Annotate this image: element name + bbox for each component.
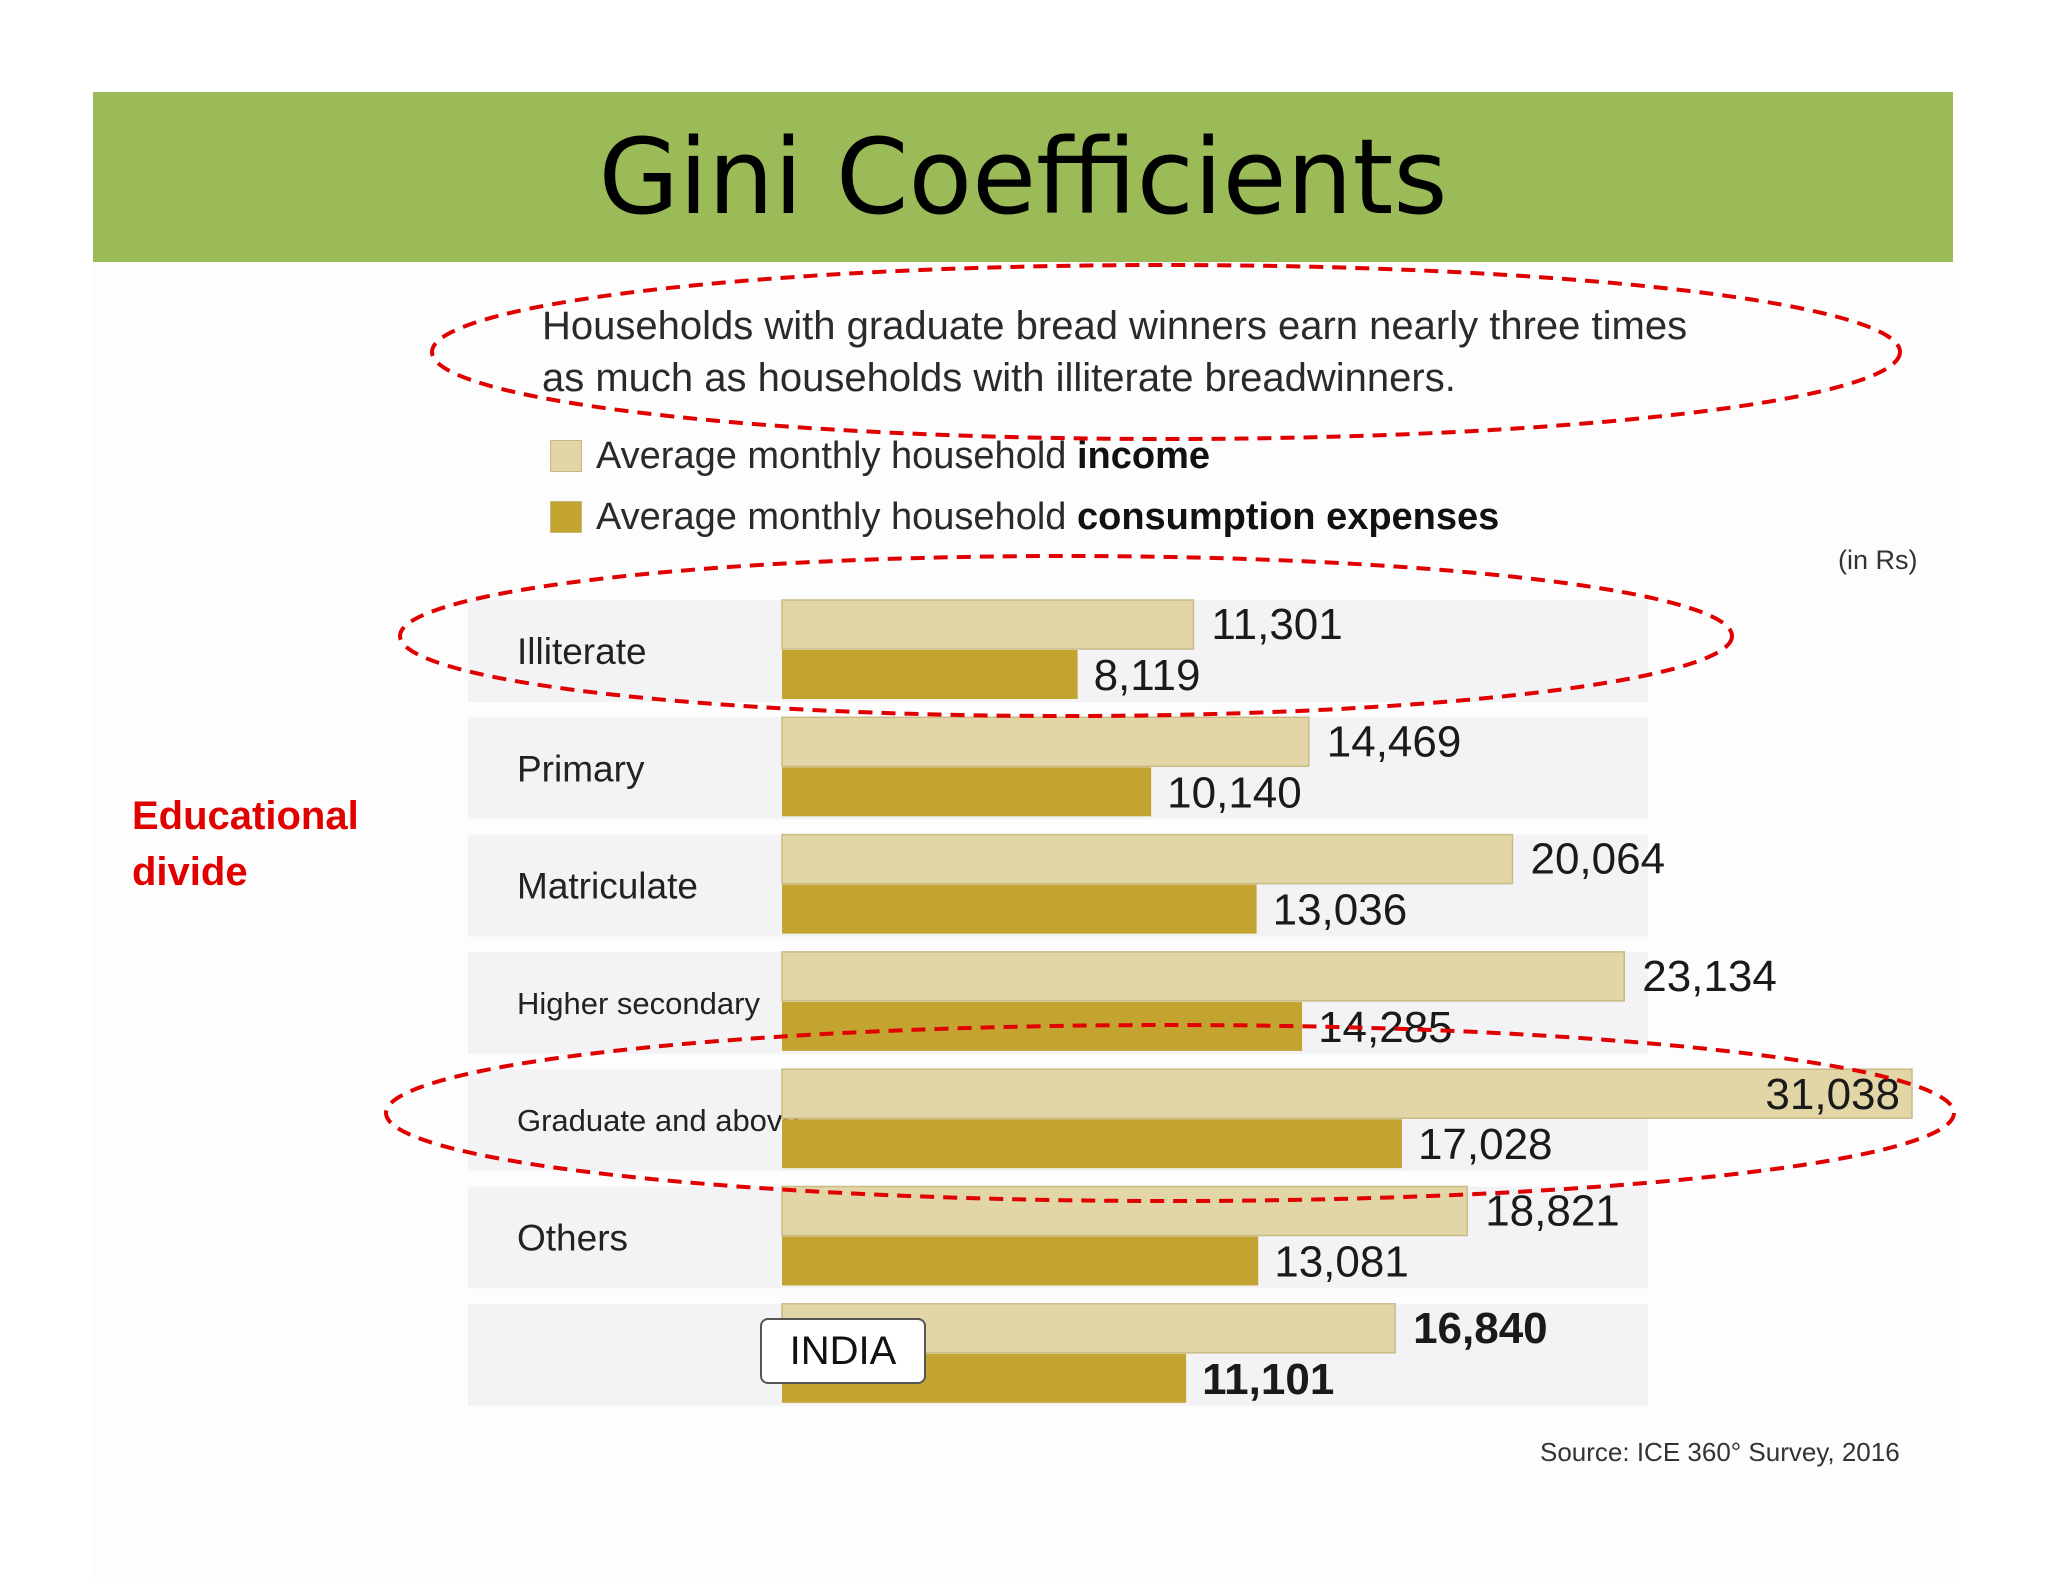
category-label-graduate-and-above: Graduate and above — [517, 1103, 800, 1138]
bar-consumption-primary — [782, 767, 1152, 817]
value-label-consumption-primary: 10,140 — [1167, 768, 1302, 817]
category-label-primary: Primary — [517, 748, 645, 789]
india-label-box: INDIA — [760, 1318, 926, 1384]
source-note: Source: ICE 360° Survey, 2016 — [1540, 1437, 1900, 1467]
value-label-income-graduate-and-above: 31,038 — [1765, 1070, 1900, 1119]
bar-income-primary — [781, 716, 1310, 768]
value-label-income-higher-secondary: 23,134 — [1642, 952, 1777, 1001]
category-label-matriculate: Matriculate — [517, 866, 698, 907]
legend-label-income: Average monthly household income — [596, 435, 1211, 477]
value-label-consumption-graduate-and-above: 17,028 — [1418, 1120, 1553, 1169]
value-label-income-illiterate: 11,301 — [1211, 600, 1342, 649]
bar-income-others — [781, 1185, 1468, 1237]
bar-income-higher-secondary — [781, 951, 1625, 1002]
value-label-consumption-india: 11,101 — [1202, 1355, 1334, 1404]
bar-income-graduate-and-above — [781, 1068, 1913, 1119]
bar-consumption-graduate-and-above — [782, 1119, 1402, 1169]
bar-income-matriculate — [781, 833, 1514, 885]
legend-swatch-income — [550, 440, 582, 472]
chart-headline: Households with graduate bread winners e… — [542, 304, 1688, 400]
bar-consumption-matriculate — [782, 884, 1257, 934]
title-bar: Gini Coefficients — [93, 92, 1953, 262]
bar-consumption-illiterate — [782, 650, 1078, 699]
value-label-income-india: 16,840 — [1413, 1304, 1548, 1353]
value-label-consumption-others: 13,081 — [1274, 1238, 1409, 1287]
unit-label: (in Rs) — [1838, 545, 1918, 575]
bar-income-illiterate — [781, 599, 1195, 650]
value-label-income-primary: 14,469 — [1327, 717, 1462, 766]
headline-highlight-ellipse — [430, 263, 1902, 441]
graduate-highlight-ellipse — [384, 1023, 1956, 1203]
educational-divide-label: Educational divide — [132, 794, 359, 894]
legend-swatch-consumption — [550, 501, 582, 533]
value-label-consumption-matriculate: 13,036 — [1273, 886, 1408, 935]
value-label-income-others: 18,821 — [1485, 1187, 1620, 1236]
category-label-illiterate: Illiterate — [517, 631, 647, 672]
slide-title: Gini Coefficients — [598, 116, 1448, 238]
category-label-higher-secondary: Higher secondary — [517, 986, 760, 1021]
bar-consumption-others — [782, 1236, 1259, 1286]
value-label-consumption-illiterate: 8,119 — [1094, 651, 1201, 700]
value-label-income-matriculate: 20,064 — [1530, 835, 1665, 884]
category-label-others: Others — [517, 1218, 628, 1259]
illiterate-highlight-ellipse — [398, 554, 1734, 718]
legend-label-consumption: Average monthly household consumption ex… — [596, 496, 1500, 538]
